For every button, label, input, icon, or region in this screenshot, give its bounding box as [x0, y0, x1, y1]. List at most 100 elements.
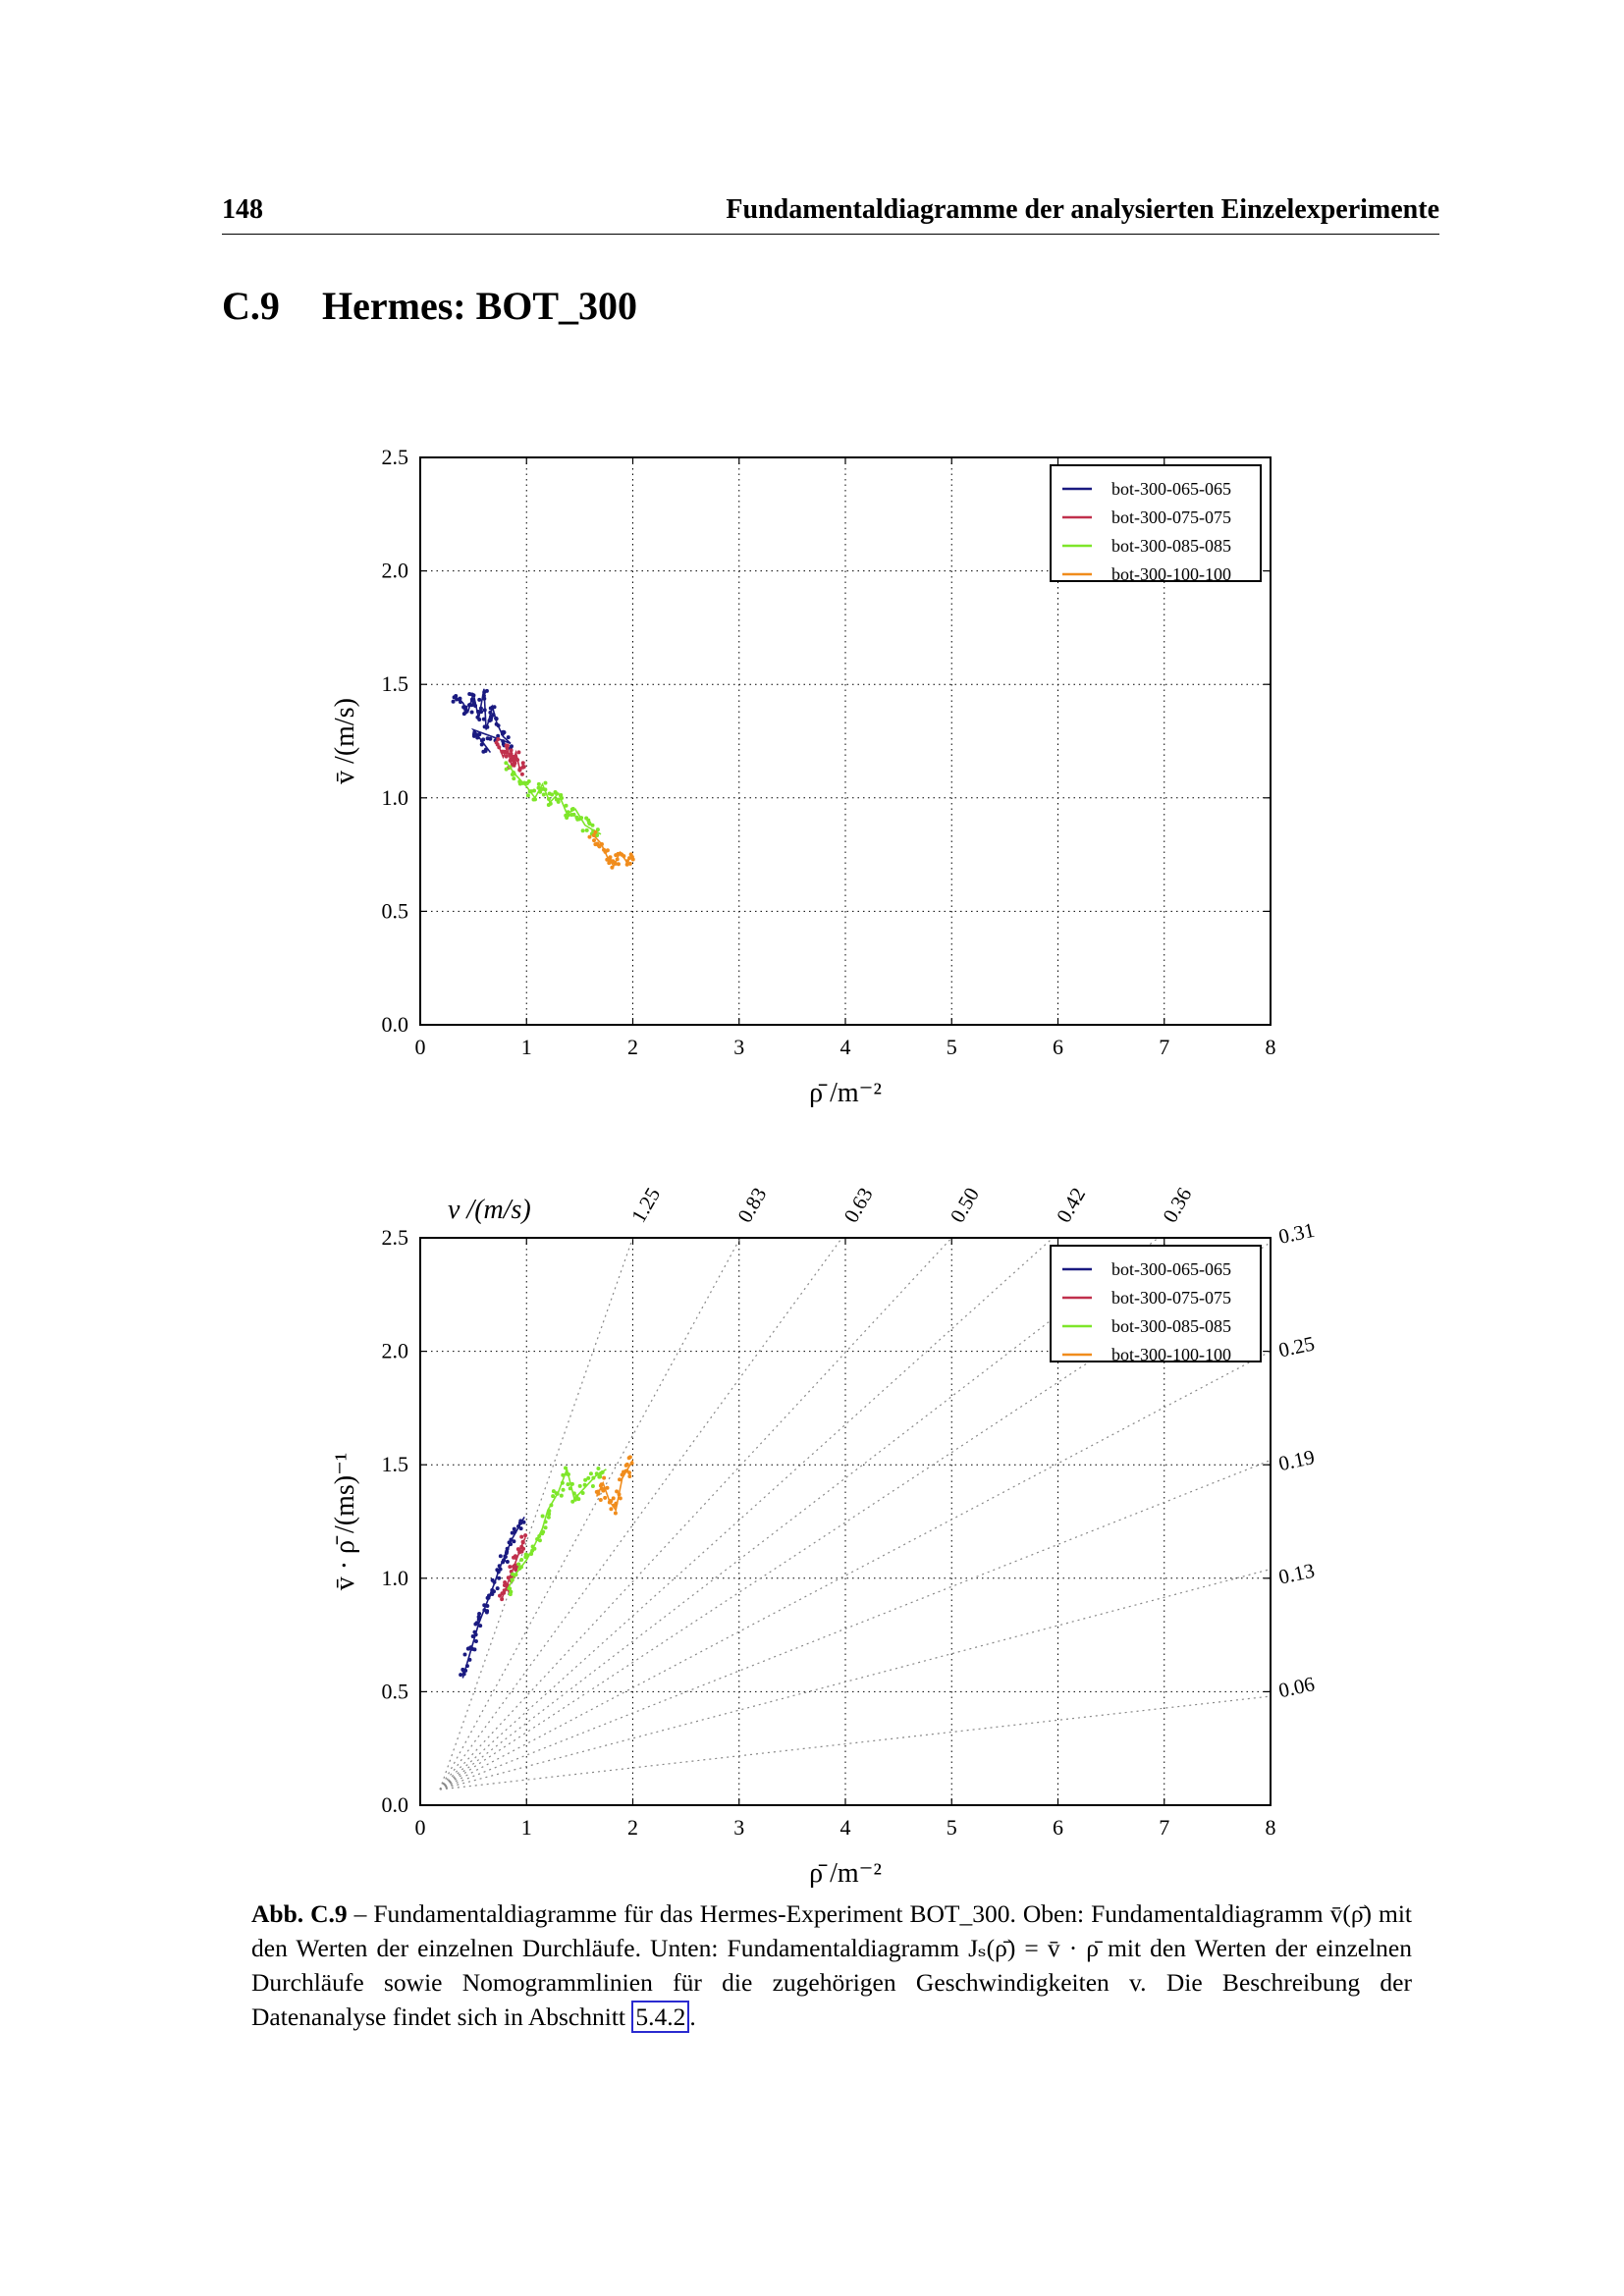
series-trace	[454, 688, 512, 754]
data-point	[561, 1487, 566, 1492]
data-point	[458, 696, 462, 701]
data-point	[601, 1488, 606, 1493]
legend-label: bot-300-085-085	[1111, 536, 1231, 556]
data-point	[477, 697, 482, 702]
data-point	[593, 829, 598, 834]
data-point	[509, 748, 514, 753]
nomogram-right-label: 0.19	[1276, 1445, 1317, 1475]
legend-label: bot-300-075-075	[1111, 1288, 1231, 1308]
data-point	[546, 803, 551, 808]
series-bot-300-085-085	[507, 1466, 607, 1597]
data-point	[583, 1477, 588, 1482]
series-bot-300-100-100	[594, 1455, 634, 1516]
y-axis-label: v̄ · ρ̄ /(ms)⁻¹	[330, 1453, 360, 1591]
legend-label: bot-300-085-085	[1111, 1316, 1231, 1336]
legend-label: bot-300-075-075	[1111, 507, 1231, 527]
data-point	[506, 735, 511, 740]
data-point	[550, 792, 555, 797]
y-tick-label: 0.0	[382, 1012, 409, 1037]
plot-frame	[419, 1237, 1272, 1806]
data-point	[551, 1494, 556, 1499]
x-tick-label: 7	[1159, 1815, 1169, 1840]
legend-label: bot-300-100-100	[1111, 564, 1231, 584]
data-point	[462, 1652, 467, 1657]
data-point	[609, 1507, 614, 1512]
section-reference-link[interactable]: 5.4.2	[631, 2001, 690, 2033]
data-point	[608, 855, 613, 860]
x-tick-label: 6	[1053, 1035, 1063, 1059]
section-number: C.9	[222, 284, 280, 328]
y-tick-label: 1.5	[382, 671, 409, 696]
data-point	[536, 781, 541, 786]
data-point	[496, 737, 501, 742]
x-tick-label: 4	[840, 1815, 851, 1840]
series-bot-300-075-075	[494, 737, 526, 776]
data-point	[508, 1565, 513, 1570]
x-tick-label: 8	[1266, 1815, 1276, 1840]
x-axis-label: ρ̄ /m⁻²	[809, 1858, 882, 1889]
data-point	[537, 1538, 542, 1543]
caption-dash: –	[347, 1899, 374, 1928]
y-tick-label: 1.0	[382, 785, 409, 810]
data-point	[627, 1455, 632, 1460]
data-point	[512, 1526, 516, 1531]
nomogram-right-label: 0.06	[1276, 1672, 1317, 1702]
series-bot-300-085-085	[504, 761, 602, 838]
data-point	[603, 1495, 608, 1500]
data-point	[564, 803, 568, 808]
y-tick-label: 2.5	[382, 445, 409, 469]
data-point	[616, 862, 621, 867]
data-point	[566, 1482, 570, 1487]
nomogram-top-label: 0.63	[839, 1184, 878, 1227]
data-point	[615, 1489, 620, 1494]
nomogram-right-label: 0.13	[1276, 1559, 1317, 1589]
data-point	[504, 761, 509, 766]
data-point	[627, 1470, 632, 1475]
data-point	[533, 797, 538, 802]
data-point	[587, 821, 592, 826]
data-point	[605, 1485, 610, 1490]
data-point	[618, 1496, 623, 1501]
data-point	[469, 710, 474, 715]
data-point	[628, 852, 633, 857]
x-tick-label: 8	[1266, 1035, 1276, 1059]
data-point	[485, 1609, 490, 1614]
series-trace	[500, 1536, 526, 1602]
data-point	[472, 1647, 477, 1652]
page-header: 148 Fundamentaldiagramme der analysierte…	[222, 194, 1439, 235]
y-tick-label: 2.0	[382, 559, 409, 583]
data-point	[595, 828, 600, 832]
data-point	[559, 1493, 564, 1498]
nomogram-line	[439, 1237, 1160, 1790]
running-title: Fundamentaldiagramme der analysierten Ei…	[726, 194, 1439, 225]
data-point	[505, 743, 510, 748]
data-point	[610, 865, 615, 870]
data-point	[512, 1539, 516, 1544]
x-tick-label: 1	[521, 1815, 532, 1840]
nomogram-line	[439, 1237, 741, 1790]
data-point	[592, 838, 597, 843]
y-tick-label: 1.5	[382, 1452, 409, 1476]
nomogram-top-label: 0.83	[732, 1184, 771, 1227]
x-axis-label: ρ̄ /m⁻²	[809, 1078, 882, 1108]
nomogram-top-label: 0.42	[1052, 1184, 1090, 1227]
section-heading: C.9 Hermes: BOT_300	[222, 283, 637, 329]
data-point	[516, 750, 521, 755]
x-tick-label: 3	[733, 1815, 744, 1840]
series-trace	[507, 1467, 607, 1590]
data-point	[454, 694, 459, 699]
data-point	[580, 828, 585, 833]
data-point	[511, 1572, 515, 1576]
data-point	[518, 1526, 523, 1531]
nomogram-line	[439, 1237, 843, 1790]
nomogram-line	[439, 1237, 952, 1790]
series-bot-300-065-065	[459, 1516, 526, 1679]
nomogram-line	[439, 1695, 1272, 1790]
nomogram-line	[439, 1242, 1272, 1790]
y-axis-label: v̄ /(m/s)	[330, 698, 360, 784]
legend-box	[1050, 464, 1262, 582]
nomogram-line	[439, 1460, 1272, 1790]
plot-frame	[419, 456, 1272, 1026]
data-point	[598, 1497, 603, 1502]
